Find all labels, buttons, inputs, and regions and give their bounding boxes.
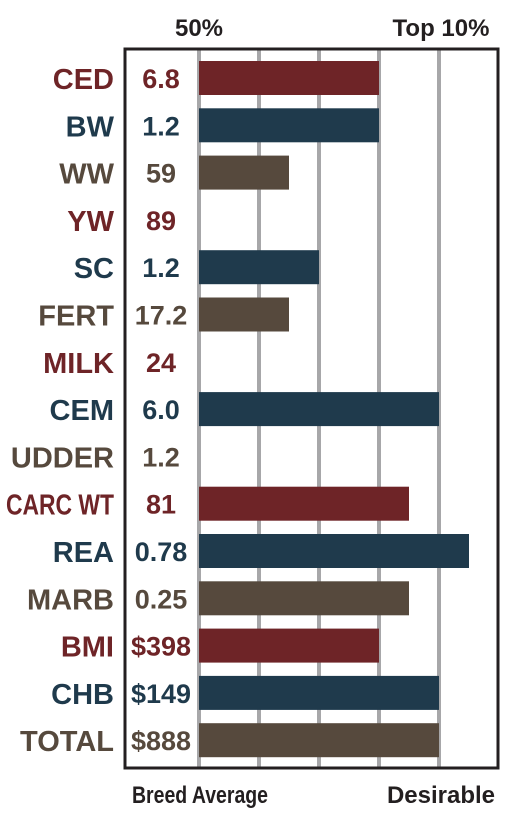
trait-label: CARC WT <box>6 490 114 522</box>
chart-row: REA 0.78 <box>53 534 469 569</box>
value-label: $149 <box>131 679 191 709</box>
chart-row: MILK 24 <box>43 348 176 380</box>
value-label: 89 <box>146 206 176 236</box>
chart-row: FERT 17.2 <box>38 297 289 333</box>
footer-label-right: Desirable <box>387 782 495 809</box>
trait-label: WW <box>59 159 114 191</box>
value-label: $398 <box>131 632 191 662</box>
chart-row: BMI $398 <box>61 628 379 664</box>
value-label: 1.2 <box>142 111 180 141</box>
trait-label: SC <box>74 253 114 285</box>
chart-rows: CED 6.8 BW 1.2 WW 59 YW 89 SC 1.2 FERT 17.2 MILK 24 CE… <box>6 61 469 758</box>
bar <box>199 628 379 663</box>
bar <box>199 675 439 710</box>
chart-row: TOTAL $888 <box>20 723 439 758</box>
value-label: 6.8 <box>142 64 180 94</box>
trait-label: YW <box>67 206 114 238</box>
bar <box>199 486 409 521</box>
trait-label: FERT <box>38 301 114 333</box>
header-label-right: Top 10% <box>393 15 490 42</box>
value-label: 1.2 <box>142 253 180 283</box>
bar <box>199 297 289 332</box>
chart-row: SC 1.2 <box>74 250 319 285</box>
header-label-left: 50% <box>175 15 223 42</box>
footer-label-left: Breed Average <box>132 782 268 809</box>
value-label: 6.0 <box>142 395 180 425</box>
trait-label: REA <box>53 537 114 569</box>
bar <box>199 392 439 427</box>
bar <box>199 250 319 285</box>
value-label: 59 <box>146 159 176 189</box>
chart-row: CHB $149 <box>51 675 439 711</box>
value-label: 0.78 <box>135 537 188 567</box>
trait-label: BW <box>66 111 115 143</box>
chart-row: UDDER 1.2 <box>11 442 180 474</box>
chart-row: CARC WT 81 <box>6 486 409 522</box>
value-label: 81 <box>146 490 176 520</box>
value-label: 1.2 <box>142 442 180 472</box>
bar <box>199 108 379 143</box>
trait-label: UDDER <box>11 442 114 474</box>
bar <box>199 155 289 190</box>
trait-label: CED <box>53 64 114 96</box>
chart-row: BW 1.2 <box>66 108 379 143</box>
trait-label: TOTAL <box>20 726 114 758</box>
trait-label: MARB <box>27 584 114 616</box>
bar <box>199 723 439 758</box>
trait-label: CHB <box>51 679 114 711</box>
chart-row: WW 59 <box>59 155 289 191</box>
value-label: 0.25 <box>135 584 188 614</box>
value-label: 24 <box>146 348 176 378</box>
bar <box>199 61 379 95</box>
bar <box>199 534 469 568</box>
value-label: $888 <box>131 726 191 756</box>
chart-row: MARB 0.25 <box>27 581 409 616</box>
chart-row: YW 89 <box>67 206 176 238</box>
chart-frame <box>123 47 500 770</box>
trait-label: CEM <box>50 395 114 427</box>
bar <box>199 581 409 616</box>
trait-label: MILK <box>43 348 114 380</box>
value-label: 17.2 <box>135 301 188 331</box>
trait-label: BMI <box>61 632 114 664</box>
chart-row: CED 6.8 <box>53 61 379 96</box>
chart-row: CEM 6.0 <box>50 392 439 427</box>
